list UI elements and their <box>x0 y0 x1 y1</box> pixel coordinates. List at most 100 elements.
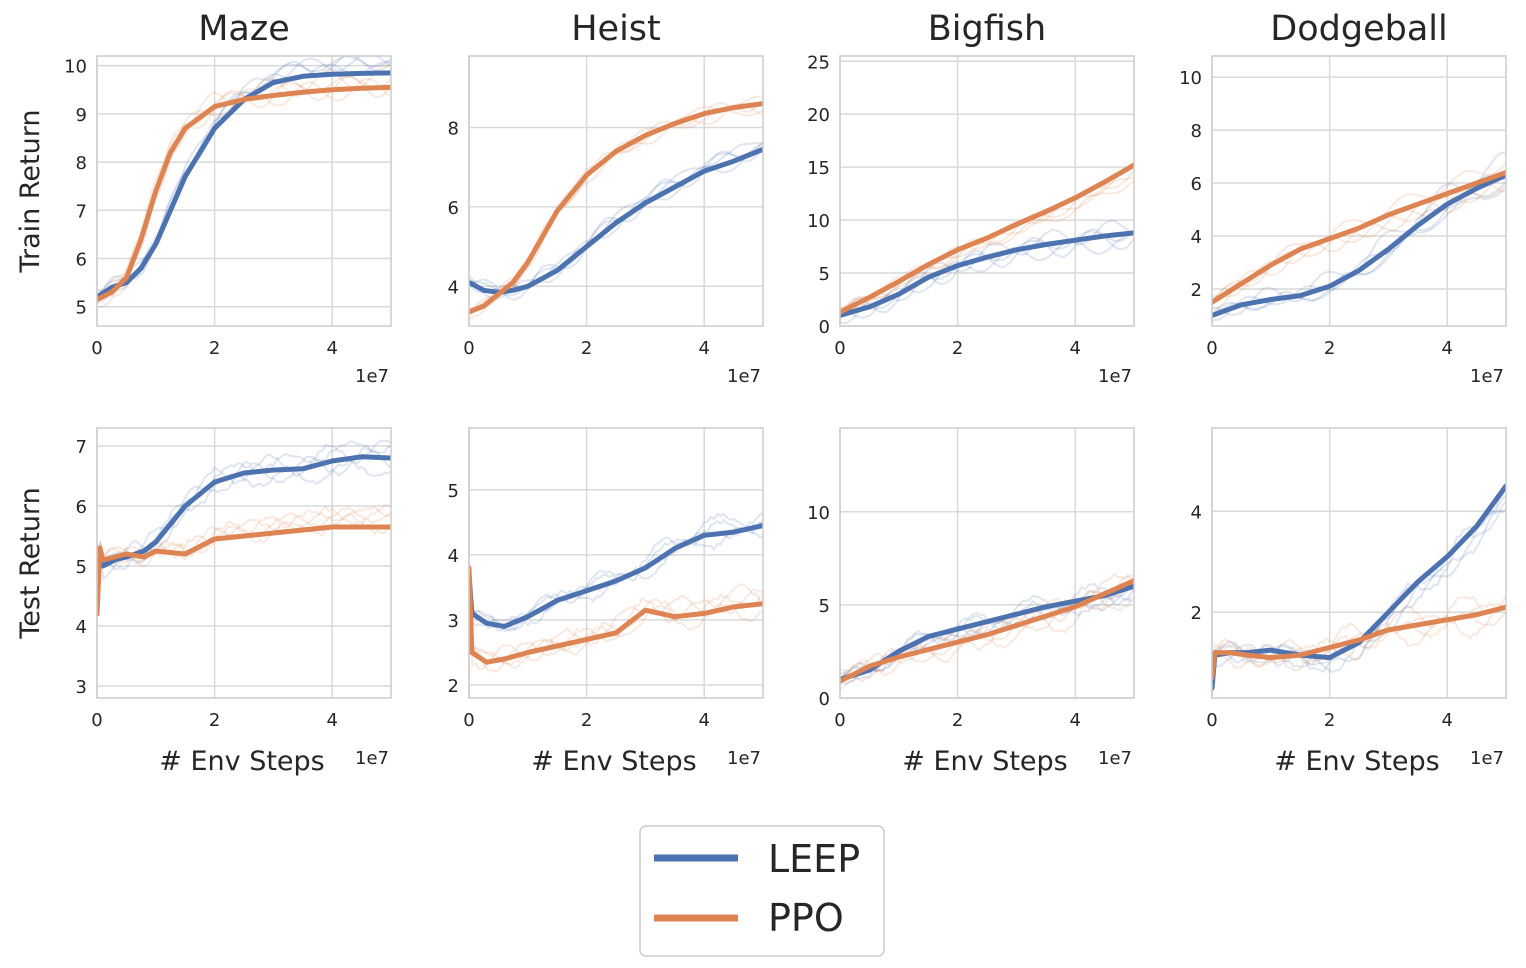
y-tick-label: 5 <box>819 596 830 617</box>
y-tick-label: 8 <box>1191 121 1202 142</box>
y-tick-label: 8 <box>448 118 459 139</box>
panel-title: Heist <box>571 9 661 49</box>
seed-line-leep <box>97 56 391 301</box>
seed-line-ppo <box>97 513 391 617</box>
seed-line-ppo <box>1212 183 1506 304</box>
x-offset-label: 1e7 <box>1470 366 1504 387</box>
x-tick-label: 2 <box>581 338 592 359</box>
x-axis-label: # Env Steps <box>531 746 696 777</box>
seed-line-ppo <box>469 561 763 673</box>
panel-heist-train: 0 2 4 4 6 8 1e7 Heist <box>448 9 764 387</box>
y-tick-label: 5 <box>819 264 830 285</box>
x-tick-label: 0 <box>1206 338 1217 359</box>
series-group <box>97 439 391 618</box>
seed-line-ppo <box>1212 595 1506 682</box>
y-tick-label: 6 <box>76 497 87 518</box>
series-group <box>1212 483 1506 698</box>
seed-line-leep <box>1212 186 1506 318</box>
series-line-leep <box>469 523 763 629</box>
y-tick-label: 4 <box>1191 227 1202 248</box>
series-line-ppo <box>840 578 1134 684</box>
y-tick-label: 4 <box>76 617 87 638</box>
panel-panel-6-test: 0 2 4 0 5 10 1e7 # Env Steps <box>807 427 1135 777</box>
y-axis-label: Train Return <box>15 110 46 274</box>
x-tick-label: 4 <box>326 338 337 359</box>
series-line-leep <box>97 70 391 300</box>
y-tick-label: 3 <box>448 611 459 632</box>
y-tick-label: 6 <box>1191 174 1202 195</box>
y-tick-label: 4 <box>448 546 459 567</box>
series-line-ppo <box>469 101 763 315</box>
y-tick-label: 2 <box>1191 603 1202 624</box>
panel-dodgeball-train: 0 2 4 2 4 6 8 10 1e7 Dodgeball <box>1179 9 1507 387</box>
y-axis-label: Test Return <box>15 487 46 639</box>
x-tick-label: 2 <box>209 338 220 359</box>
x-offset-label: 1e7 <box>727 366 761 387</box>
series-line-ppo <box>469 565 763 665</box>
panel-title: Dodgeball <box>1270 9 1447 49</box>
y-tick-label: 20 <box>807 105 830 126</box>
x-tick-label: 0 <box>834 710 845 731</box>
x-offset-label: 1e7 <box>355 366 389 387</box>
seed-line-ppo <box>97 74 391 304</box>
series-line-leep <box>840 230 1134 318</box>
x-tick-label: 4 <box>1441 338 1452 359</box>
seed-line-leep <box>1212 496 1506 683</box>
x-offset-label: 1e7 <box>355 748 389 769</box>
series-line-leep <box>1212 172 1506 318</box>
y-tick-label: 0 <box>819 689 830 710</box>
y-tick-label: 25 <box>807 52 830 73</box>
axes-frame <box>1211 427 1507 699</box>
seed-line-leep <box>840 233 1134 320</box>
y-tick-label: 6 <box>448 198 459 219</box>
series-group <box>97 56 391 309</box>
x-tick-label: 4 <box>1069 338 1080 359</box>
series-line-ppo <box>1212 604 1506 681</box>
axes-frame <box>468 427 764 699</box>
x-tick-label: 0 <box>834 338 845 359</box>
y-tick-label: 5 <box>448 481 459 502</box>
x-offset-label: 1e7 <box>1470 748 1504 769</box>
x-axis-label: # Env Steps <box>1274 746 1439 777</box>
y-tick-label: 7 <box>76 437 87 458</box>
y-tick-label: 2 <box>448 676 459 697</box>
y-tick-label: 10 <box>64 57 87 78</box>
x-tick-label: 0 <box>91 710 102 731</box>
x-offset-label: 1e7 <box>1098 366 1132 387</box>
x-tick-label: 4 <box>698 710 709 731</box>
seed-line-ppo <box>840 596 1134 685</box>
y-tick-label: 10 <box>807 211 830 232</box>
y-tick-label: 2 <box>1191 280 1202 301</box>
y-tick-label: 5 <box>76 298 87 319</box>
y-tick-label: 4 <box>1191 502 1202 523</box>
series-group <box>1212 151 1506 322</box>
seed-line-ppo <box>840 179 1134 315</box>
legend-label-leep: LEEP <box>768 837 860 881</box>
x-tick-label: 0 <box>463 338 474 359</box>
seed-line-ppo <box>840 163 1134 309</box>
series-line-ppo <box>97 524 391 617</box>
y-tick-label: 9 <box>76 105 87 126</box>
legend-label-ppo: PPO <box>768 896 844 940</box>
seed-line-leep <box>469 140 763 297</box>
panel-maze-train: 0 2 4 5 6 7 8 9 10 1e7 Maze Train Return <box>15 9 392 387</box>
panel-bigfish-train: 0 2 4 0 5 10 15 20 25 1e7 Bigfish <box>807 9 1135 387</box>
series-group <box>469 95 763 319</box>
x-tick-label: 2 <box>952 338 963 359</box>
x-tick-label: 0 <box>91 338 102 359</box>
series-group <box>469 511 763 673</box>
panels-group: 0 2 4 5 6 7 8 9 10 1e7 Maze Train Return 0 2 4 4 6 8 1e7 He… <box>15 9 1507 777</box>
axes-frame <box>839 55 1135 327</box>
panel-panel-4-test: 0 2 4 3 4 5 6 7 1e7 Test Return # Env Steps <box>15 427 392 777</box>
x-tick-label: 2 <box>1324 338 1335 359</box>
y-tick-label: 10 <box>1179 68 1202 89</box>
x-offset-label: 1e7 <box>1098 748 1132 769</box>
series-line-ppo <box>840 162 1134 315</box>
x-tick-label: 2 <box>1324 710 1335 731</box>
panel-title: Maze <box>198 9 290 49</box>
x-tick-label: 4 <box>698 338 709 359</box>
y-tick-label: 4 <box>448 277 459 298</box>
y-tick-label: 7 <box>76 201 87 222</box>
x-tick-label: 4 <box>1441 710 1452 731</box>
